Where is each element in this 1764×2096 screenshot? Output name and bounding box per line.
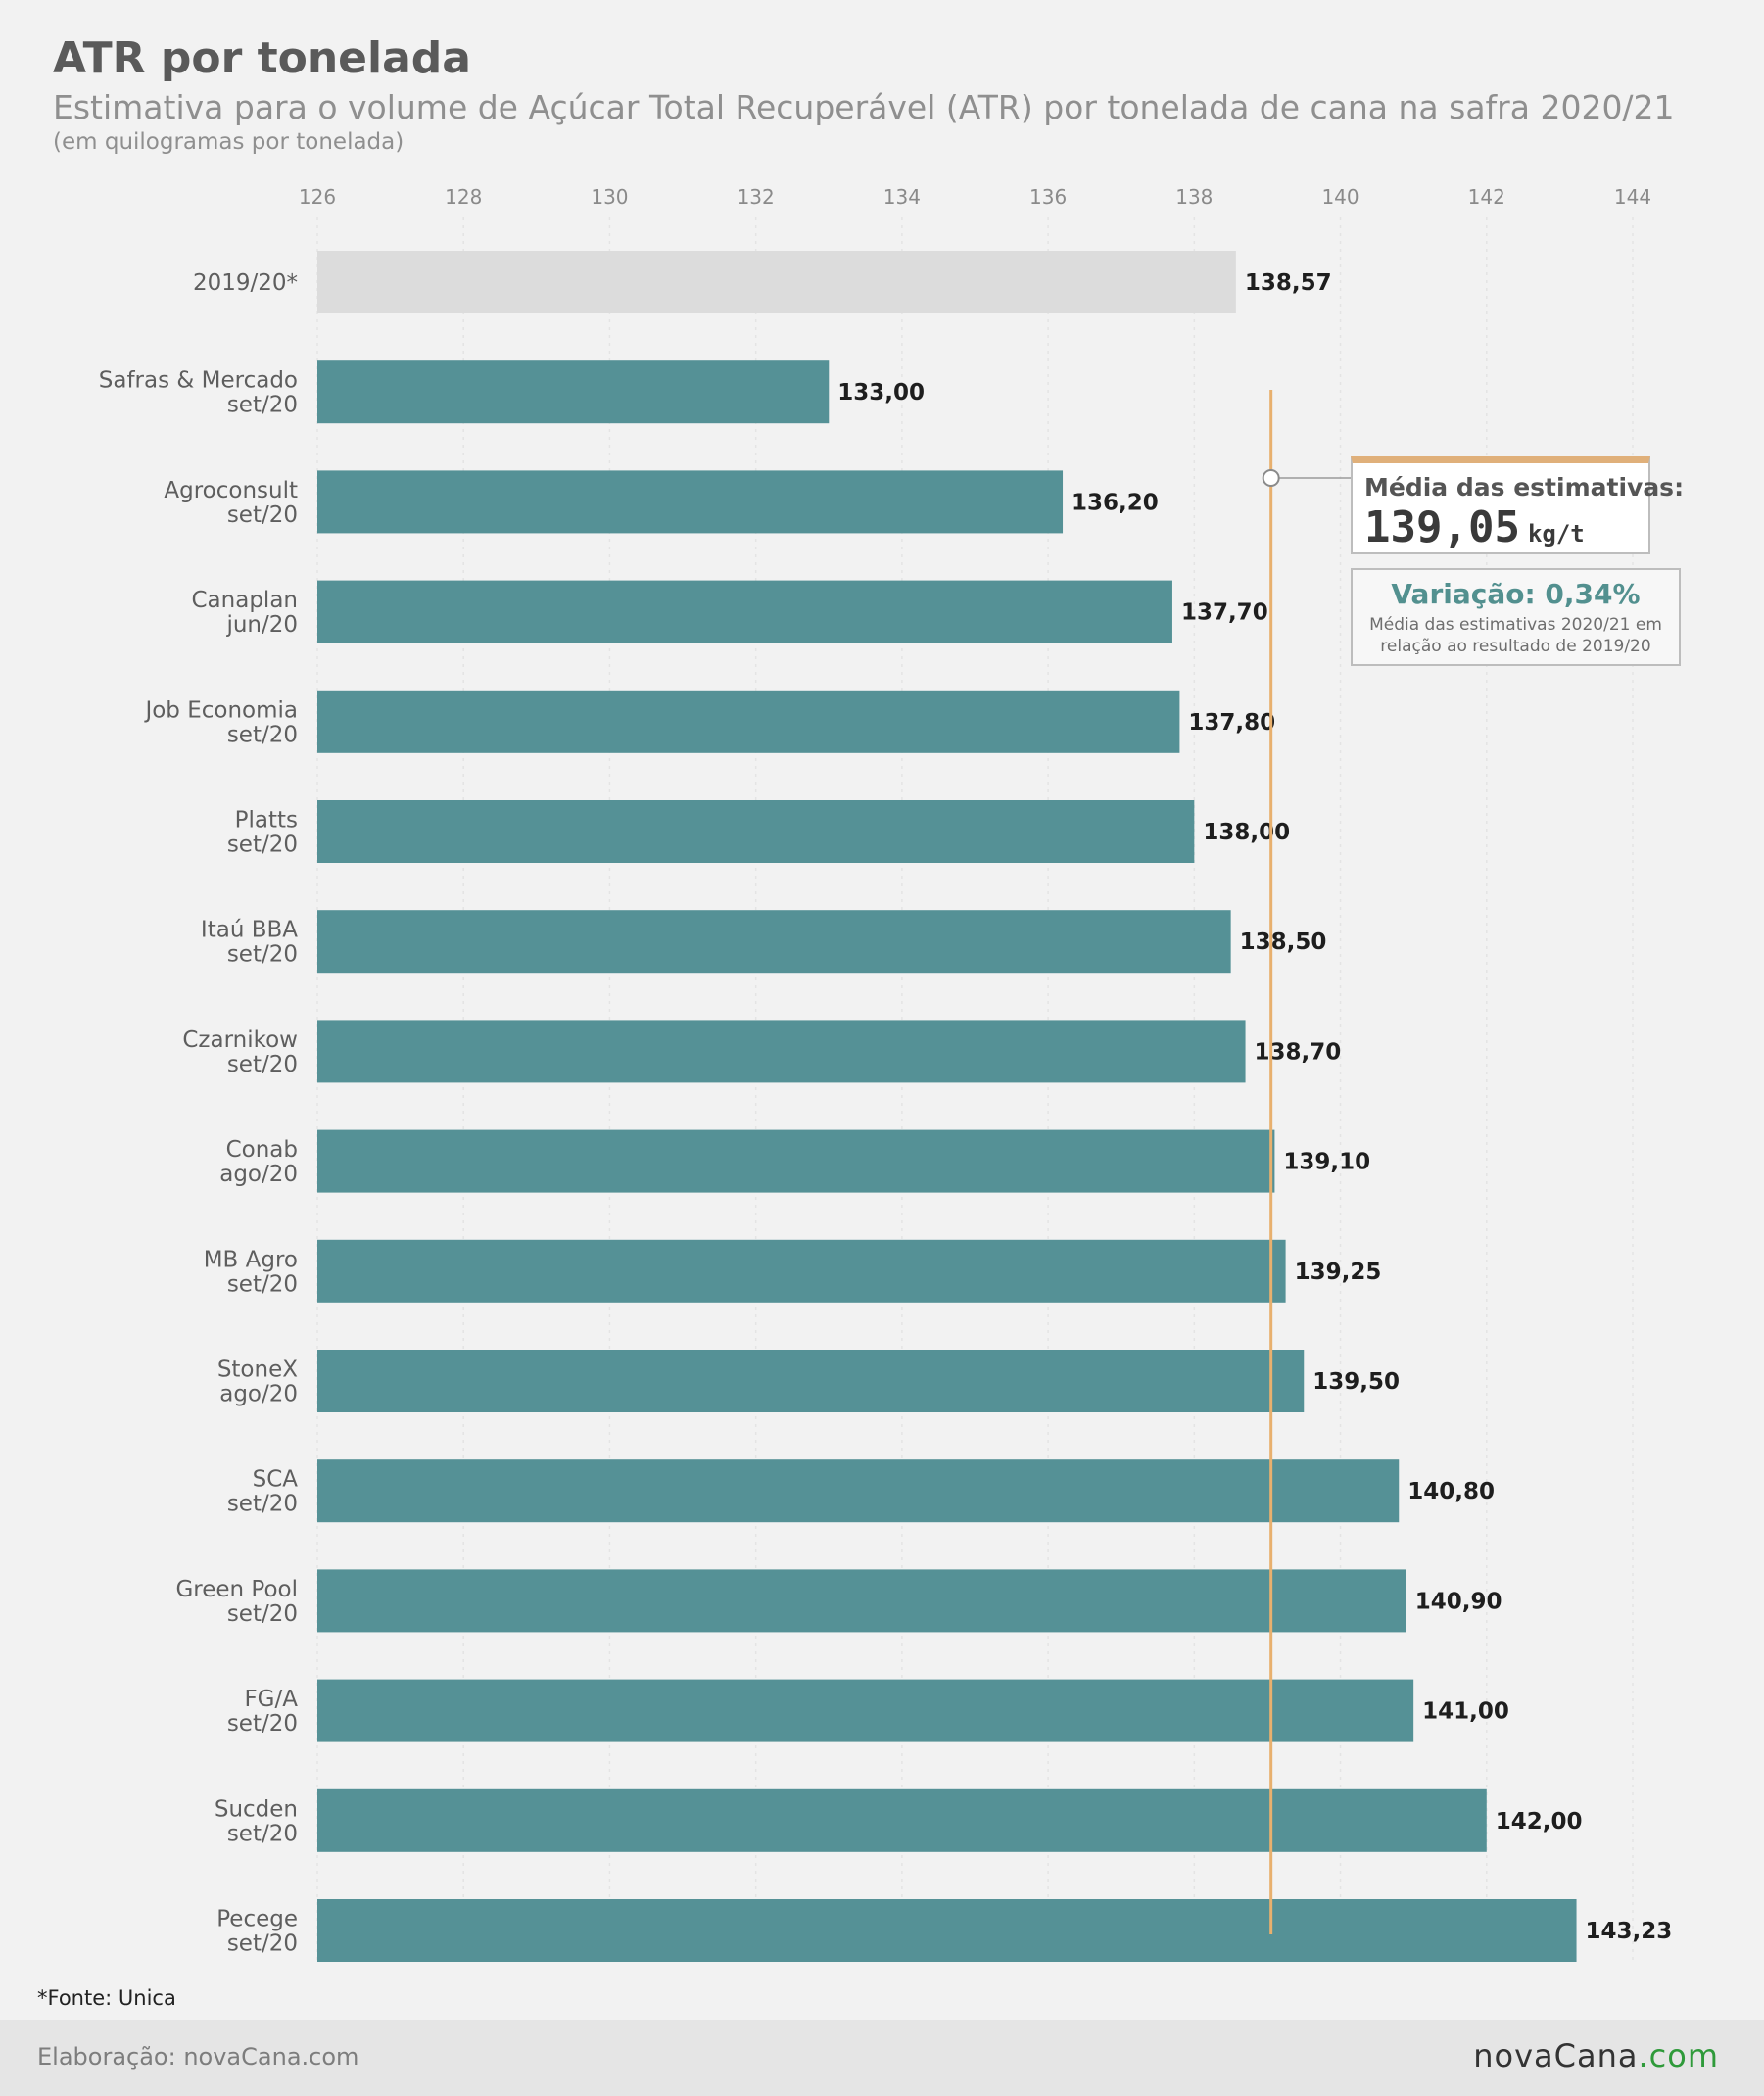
value-label: 138,50 [1240, 929, 1327, 955]
category-label: MB Agro [204, 1247, 298, 1272]
x-tick-label: 128 [445, 185, 482, 209]
chart-title: ATR por tonelada [53, 33, 471, 83]
category-label: Pecege [216, 1907, 298, 1932]
brand-logo[interactable]: novaCana.com [1473, 2037, 1719, 2074]
x-tick-label: 138 [1175, 185, 1213, 209]
category-label: set/20 [227, 393, 298, 418]
category-label: ago/20 [219, 1162, 298, 1187]
value-label: 137,70 [1181, 600, 1268, 626]
category-label: set/20 [227, 1601, 298, 1627]
category-label: ago/20 [219, 1382, 298, 1407]
unit-note: (em quilogramas por tonelada) [53, 129, 405, 155]
value-label: 139,10 [1283, 1150, 1370, 1175]
category-label: set/20 [227, 942, 298, 968]
value-label: 138,00 [1203, 820, 1290, 845]
category-label: Itaú BBA [201, 918, 298, 943]
x-tick-label: 132 [738, 185, 775, 209]
x-tick-label: 142 [1468, 185, 1505, 209]
category-label: FG/A [244, 1687, 298, 1712]
category-label: set/20 [227, 1931, 298, 1957]
average-value-row: 139,05 kg/t [1364, 502, 1585, 552]
category-label: 2019/20* [193, 270, 298, 296]
category-label: set/20 [227, 1052, 298, 1077]
bar [317, 1569, 1406, 1633]
x-tick-label: 136 [1029, 185, 1067, 209]
category-label: Platts [235, 808, 298, 834]
value-label: 141,00 [1422, 1699, 1509, 1725]
footer-bar: Elaboração: novaCana.com novaCana.com [0, 2020, 1764, 2096]
value-label: 143,23 [1586, 1919, 1673, 1944]
bar [317, 910, 1231, 974]
value-label: 137,80 [1188, 710, 1275, 736]
value-label: 140,80 [1407, 1479, 1495, 1504]
bar [317, 1679, 1414, 1742]
bar [317, 1350, 1305, 1412]
x-tick-label: 126 [299, 185, 336, 209]
category-label: set/20 [227, 1492, 298, 1517]
category-label: set/20 [227, 1821, 298, 1846]
category-label: set/20 [227, 833, 298, 858]
category-label: StoneX [217, 1358, 298, 1383]
category-label: Canaplan [192, 588, 299, 613]
category-label: Job Economia [143, 697, 298, 723]
category-label: set/20 [227, 1271, 298, 1297]
bar [317, 251, 1236, 313]
category-label: Czarnikow [182, 1027, 298, 1053]
source-footnote: *Fonte: Unica [37, 1986, 176, 2010]
category-label: set/20 [227, 502, 298, 528]
category-label: Sucden [215, 1796, 298, 1822]
average-label: Média das estimativas: [1364, 473, 1685, 501]
bar [317, 580, 1172, 643]
x-tick-label: 134 [883, 185, 921, 209]
x-tick-label: 130 [591, 185, 628, 209]
category-label: Safras & Mercado [99, 368, 298, 394]
logo-tld: .com [1638, 2037, 1719, 2074]
value-label: 138,70 [1255, 1039, 1342, 1065]
variation-title: Variação: 0,34% [1391, 578, 1641, 610]
bar [317, 470, 1064, 534]
bar [317, 800, 1195, 863]
bar [317, 1459, 1400, 1523]
bar [317, 360, 830, 424]
bar [317, 1129, 1275, 1193]
bar [317, 690, 1180, 753]
value-label: 136,20 [1072, 490, 1159, 515]
category-label: Green Pool [175, 1577, 298, 1602]
x-tick-label: 140 [1321, 185, 1359, 209]
bar-chart: 126 128 130 132 134 136 138 140 142 144 2019/20* 13… [99, 185, 1673, 1964]
value-label: 139,25 [1295, 1260, 1382, 1285]
bar [317, 1020, 1246, 1083]
x-tick-label: 144 [1614, 185, 1651, 209]
average-marker [1262, 469, 1280, 487]
credit-text: Elaboração: novaCana.com [37, 2043, 359, 2071]
category-label: SCA [253, 1467, 299, 1493]
average-value: 139,05 [1364, 502, 1520, 552]
value-label: 138,57 [1245, 270, 1332, 296]
category-label: set/20 [227, 722, 298, 747]
value-label: 140,90 [1415, 1589, 1502, 1614]
category-label: Conab [226, 1137, 298, 1163]
value-label: 139,50 [1312, 1369, 1400, 1395]
category-label: Agroconsult [164, 478, 298, 503]
logo-main: novaCana [1473, 2037, 1639, 2074]
variation-description: Média das estimativas 2020/21 em relação… [1369, 615, 1662, 656]
value-label: 142,00 [1496, 1809, 1583, 1834]
bar [317, 1899, 1577, 1962]
bar [317, 1239, 1286, 1303]
average-callout: Média das estimativas: 139,05 kg/t [1351, 456, 1684, 554]
value-label: 133,00 [837, 380, 925, 405]
chart-subtitle: Estimativa para o volume de Açúcar Total… [53, 88, 1675, 126]
category-label: jun/20 [225, 612, 298, 638]
average-unit: kg/t [1527, 520, 1585, 548]
bar [317, 1788, 1487, 1852]
category-label: set/20 [227, 1711, 298, 1737]
variation-callout: Variação: 0,34% Média das estimativas 20… [1351, 568, 1681, 666]
